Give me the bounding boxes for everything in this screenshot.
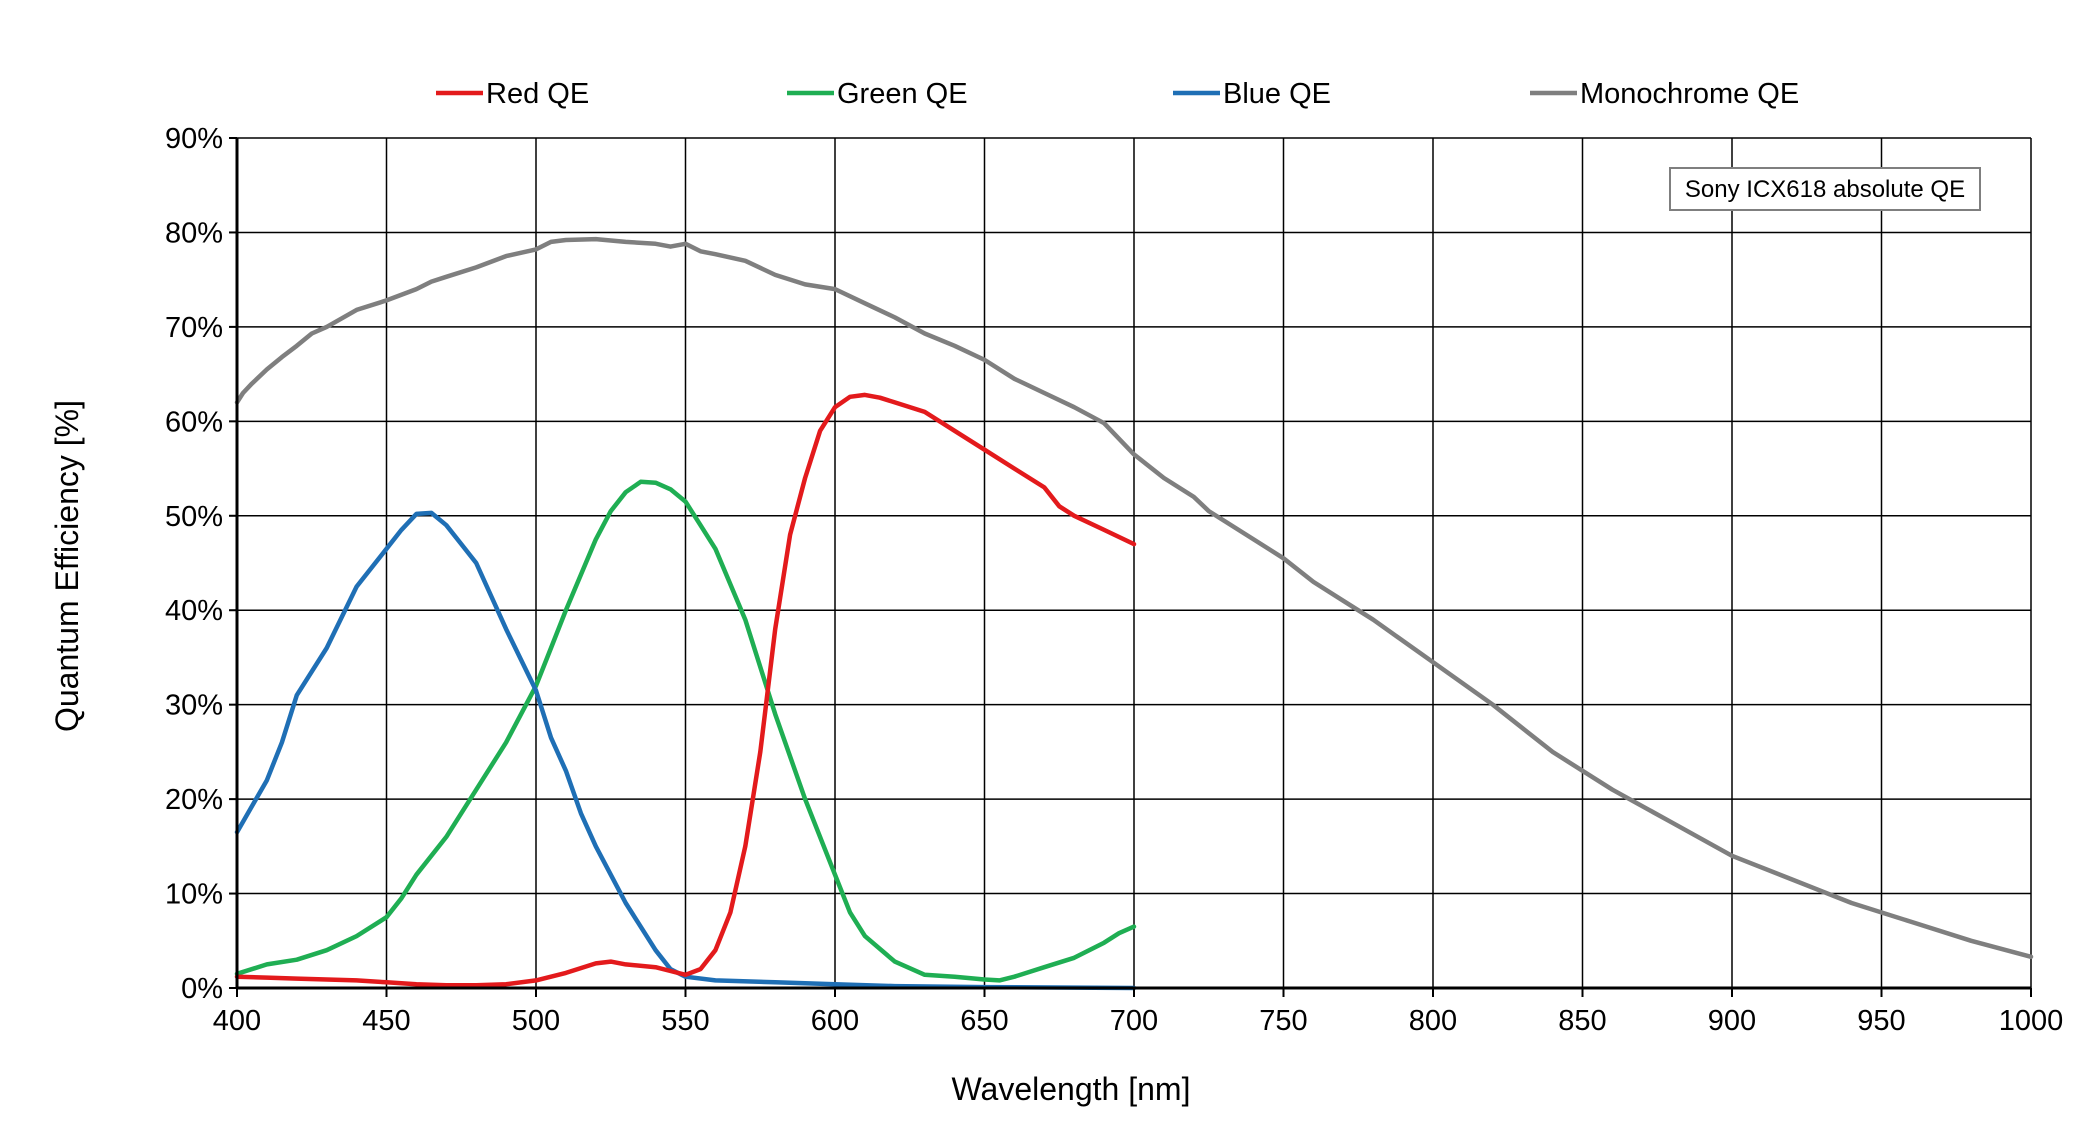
series-line-red-qe [234, 392, 1137, 988]
x-tick-label: 900 [1708, 1005, 1756, 1037]
legend-label-green-qe: Green QE [837, 78, 968, 110]
y-axis-title: Quantum Efficiency [%] [49, 400, 85, 732]
x-tick-label: 400 [213, 1005, 261, 1037]
annotation-text: Sony ICX618 absolute QE [1685, 176, 1965, 203]
legend-label-monochrome-qe: Monochrome QE [1580, 78, 1799, 110]
tick-labels: 0% 10% 20% 30% 40% 50% 60% 70% 80% 90% 400 450 500 55… [165, 123, 2063, 1037]
x-tick-label: 800 [1409, 1005, 1457, 1037]
y-tick-label: 10% [165, 879, 223, 911]
x-tick-label: 650 [960, 1005, 1008, 1037]
x-tick-label: 550 [661, 1005, 709, 1037]
y-tick-label: 60% [165, 406, 223, 438]
x-tick-label: 700 [1110, 1005, 1158, 1037]
x-tick-label: 950 [1857, 1005, 1905, 1037]
y-tick-label: 50% [165, 501, 223, 533]
y-tick-label: 40% [165, 595, 223, 627]
annotation-frame [1669, 167, 1981, 211]
x-tick-label: 500 [512, 1005, 560, 1037]
x-tick-label: 850 [1558, 1005, 1606, 1037]
legend: Red QE Green QE Blue QE Monochrome QE [436, 78, 1799, 110]
series-line-monochrome-qe [234, 236, 2034, 960]
x-tick-label: 1000 [1999, 1005, 2064, 1037]
y-tick-label: 20% [165, 784, 223, 816]
y-tick-label: 0% [181, 973, 223, 1005]
series-line-green-qe [234, 479, 1137, 983]
x-tick-label: 450 [362, 1005, 410, 1037]
series-line-blue-qe [234, 510, 1137, 991]
x-tick-label: 600 [811, 1005, 859, 1037]
legend-label-blue-qe: Blue QE [1223, 78, 1331, 110]
x-axis-title: Wavelength [nm] [952, 1071, 1191, 1107]
annotation-box: Sony ICX618 absolute QE [1669, 167, 1981, 211]
y-tick-label: 30% [165, 690, 223, 722]
y-tick-label: 90% [165, 123, 223, 155]
x-tick-label: 750 [1259, 1005, 1307, 1037]
axes [229, 137, 2032, 997]
series-layer [234, 236, 2034, 991]
legend-label-red-qe: Red QE [486, 78, 589, 110]
y-tick-label: 80% [165, 217, 223, 249]
y-tick-label: 70% [165, 312, 223, 344]
